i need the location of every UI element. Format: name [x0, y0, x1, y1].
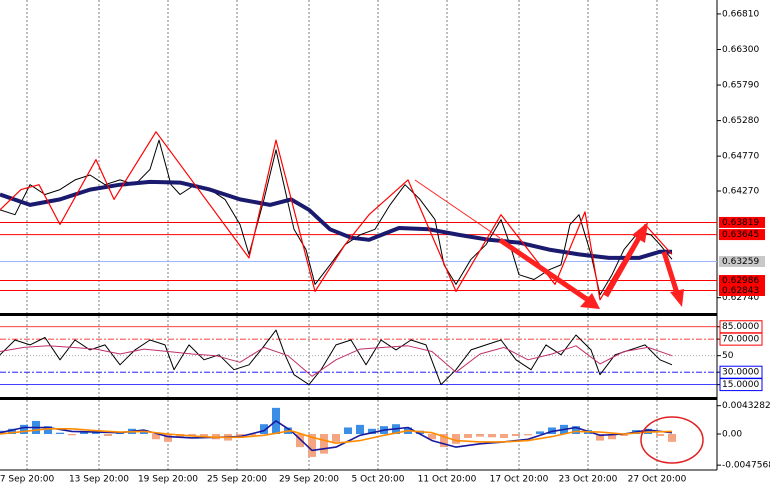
histogram-bar — [620, 434, 628, 436]
panel-separator — [0, 313, 717, 316]
series-line — [0, 345, 673, 377]
histogram-bar — [80, 432, 88, 435]
highlight-circle — [640, 416, 704, 464]
y-tick-label: 0.64770 — [722, 152, 759, 162]
x-tick-label: 17 Oct 20:00 — [490, 475, 549, 485]
level-label-box — [719, 229, 765, 241]
histogram-bar — [104, 434, 112, 436]
histogram-bar — [428, 434, 436, 440]
histogram-bar — [368, 428, 376, 435]
y-tick-box — [719, 378, 763, 392]
histogram-bar — [164, 434, 172, 442]
histogram-bar — [608, 434, 616, 440]
x-tick-label: 27 Oct 20:00 — [628, 475, 687, 485]
y-tick-label: 0.0043282 — [722, 401, 770, 411]
panel-separator — [0, 397, 717, 400]
x-tick-label: 29 Sep 20:00 — [279, 475, 339, 485]
histogram-bar — [668, 434, 676, 442]
histogram-bar — [512, 434, 520, 436]
level-label: 0.63259 — [722, 257, 759, 267]
histogram-bar — [572, 426, 580, 435]
x-tick-label: 13 Sep 20:00 — [69, 475, 129, 485]
histogram-bar — [332, 434, 340, 442]
arrow-head — [670, 289, 684, 307]
histogram-bar — [8, 428, 16, 435]
y-tick-label: 0.65790 — [722, 81, 759, 91]
histogram-bar — [440, 434, 448, 448]
arrow-shaft — [603, 234, 643, 298]
level-label: 0.63645 — [722, 230, 759, 240]
series-line — [0, 329, 673, 386]
trend-line — [414, 179, 501, 239]
y-tick-label: 30.0000 — [722, 368, 759, 378]
arrow-head — [632, 222, 648, 243]
histogram-bar — [188, 434, 196, 436]
histogram-bar — [260, 424, 268, 435]
x-tick-label: 5 Oct 20:00 — [352, 475, 405, 485]
histogram-bar — [476, 434, 484, 437]
y-tick-label: 0.64270 — [722, 187, 759, 197]
series-line — [0, 131, 673, 301]
histogram-bar — [488, 434, 496, 438]
x-tick-label: 19 Sep 20:00 — [138, 475, 198, 485]
level-label: 0.63819 — [722, 218, 759, 228]
annotations — [414, 179, 704, 464]
histogram-bar — [68, 434, 76, 436]
x-tick-label: 25 Sep 20:00 — [207, 475, 267, 485]
histogram-bar — [500, 434, 508, 438]
level-label-box — [719, 216, 765, 228]
histogram-bar — [56, 432, 64, 435]
y-tick-label: 0.66810 — [722, 9, 759, 19]
arrow-head — [580, 293, 600, 309]
histogram-bar — [44, 426, 52, 435]
x-tick-label: 11 Oct 20:00 — [418, 475, 477, 485]
arrow-shaft — [661, 251, 680, 294]
histogram-bar — [296, 434, 304, 448]
level-label-box — [719, 284, 765, 296]
y-tick-label: 0.65280 — [722, 116, 759, 126]
histogram-bar — [248, 434, 256, 436]
series-line — [0, 428, 673, 444]
histogram-bar — [320, 434, 328, 454]
histogram-bar — [152, 434, 160, 440]
level-label-box — [719, 275, 765, 287]
y-tick-label: 70.0000 — [722, 335, 759, 345]
series-line — [0, 179, 672, 260]
y-tick-label: 15.0000 — [722, 380, 759, 390]
y-tick-box — [719, 332, 763, 346]
arrow-shaft — [498, 237, 590, 303]
y-tick-label: 50 — [722, 351, 734, 361]
level-label-box — [719, 255, 765, 267]
x-tick-label: 23 Oct 20:00 — [559, 475, 618, 485]
histogram-bar — [20, 424, 28, 435]
histogram-bar — [356, 424, 364, 435]
y-tick-label: -0.0047568 — [722, 461, 770, 471]
histogram-bar — [536, 431, 544, 435]
level-label: 0.62843 — [722, 286, 759, 296]
histogram-bar — [524, 434, 532, 436]
histogram-bar — [656, 434, 664, 436]
histogram-bar — [308, 434, 316, 457]
y-tick-label: 0.66300 — [722, 45, 759, 55]
y-tick-label: 0.00 — [722, 430, 742, 440]
y-tick-label: 85.0000 — [722, 322, 759, 332]
histogram-bar — [452, 434, 460, 444]
x-tick-label: 7 Sep 20:00 — [0, 475, 54, 485]
histogram-bar — [344, 427, 352, 435]
level-label: 0.62986 — [722, 276, 759, 286]
histogram-bar — [596, 434, 604, 441]
histogram-bar — [464, 434, 472, 438]
y-tick-label: 0.62740 — [722, 293, 759, 303]
